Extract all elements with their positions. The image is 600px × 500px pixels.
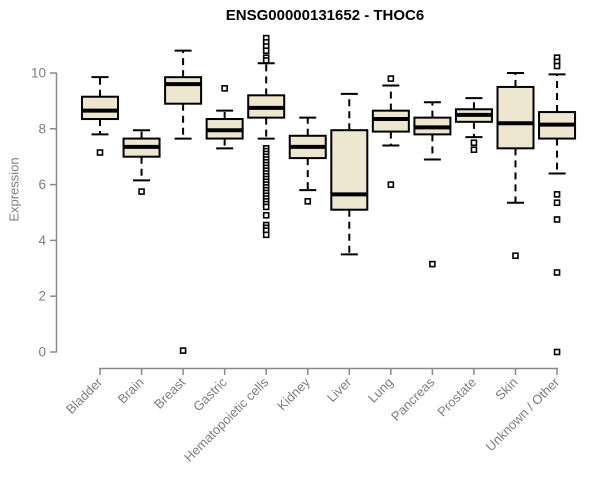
y-tick-label: 2 xyxy=(38,289,46,304)
outlier-point xyxy=(470,139,478,147)
x-category-label: Skin xyxy=(492,375,520,403)
x-category-label: Brain xyxy=(115,375,147,407)
outlier-point xyxy=(96,149,104,156)
outlier-point xyxy=(262,47,270,54)
x-category-label: Bladder xyxy=(63,374,106,417)
outlier-point xyxy=(179,347,187,354)
outlier-point xyxy=(512,252,519,260)
outlier-point xyxy=(553,216,561,223)
boxplot-breast xyxy=(164,49,203,354)
outlier-point xyxy=(262,211,270,219)
x-category-label: Breast xyxy=(151,374,188,411)
outlier-point xyxy=(262,231,270,239)
boxplot-pancreas xyxy=(413,101,452,268)
boxplot-bladder xyxy=(81,76,119,156)
outlier-point xyxy=(387,75,395,82)
x-category-label: Liver xyxy=(324,374,355,405)
y-tick-label: 10 xyxy=(31,66,46,81)
boxplot-hematopoietic-cells xyxy=(247,34,286,239)
boxplot-skin xyxy=(496,72,535,260)
outlier-point xyxy=(553,348,561,356)
y-tick-label: 6 xyxy=(38,177,46,192)
x-category-label: Pancreas xyxy=(388,374,438,424)
x-category-label: Gastric xyxy=(190,374,230,414)
boxplot-kidney xyxy=(288,116,327,205)
outlier-point xyxy=(553,191,561,198)
outlier-point xyxy=(221,85,228,92)
boxplot-prostate xyxy=(454,97,493,154)
boxplot-gastric xyxy=(205,85,244,150)
outlier-point xyxy=(553,269,561,276)
outlier-point xyxy=(470,146,478,154)
outlier-point xyxy=(553,62,561,70)
outlier-point xyxy=(387,181,395,188)
x-category-label: Unknown / Other xyxy=(483,374,563,454)
outlier-point xyxy=(553,199,561,207)
outlier-point xyxy=(429,260,436,268)
outlier-point xyxy=(304,198,312,205)
box xyxy=(164,76,203,105)
outlier-point xyxy=(138,188,145,195)
x-category-label: Lung xyxy=(365,375,396,406)
box xyxy=(330,129,369,211)
outlier-point xyxy=(262,57,270,64)
x-category-label: Prostate xyxy=(434,375,479,420)
box xyxy=(81,95,119,121)
x-category-label: Kidney xyxy=(274,374,313,413)
box xyxy=(371,109,410,133)
chart-title: ENSG00000131652 - THOC6 xyxy=(225,7,425,24)
boxplot-lung xyxy=(371,75,410,188)
boxplot-brain xyxy=(122,129,161,195)
boxplot-unknown-other xyxy=(538,54,577,356)
y-tick-label: 0 xyxy=(38,345,46,360)
boxplot-liver xyxy=(330,92,369,256)
y-tick-label: 4 xyxy=(38,233,46,248)
outlier-point xyxy=(262,203,270,211)
y-tick-label: 8 xyxy=(38,121,46,136)
box xyxy=(496,85,535,150)
